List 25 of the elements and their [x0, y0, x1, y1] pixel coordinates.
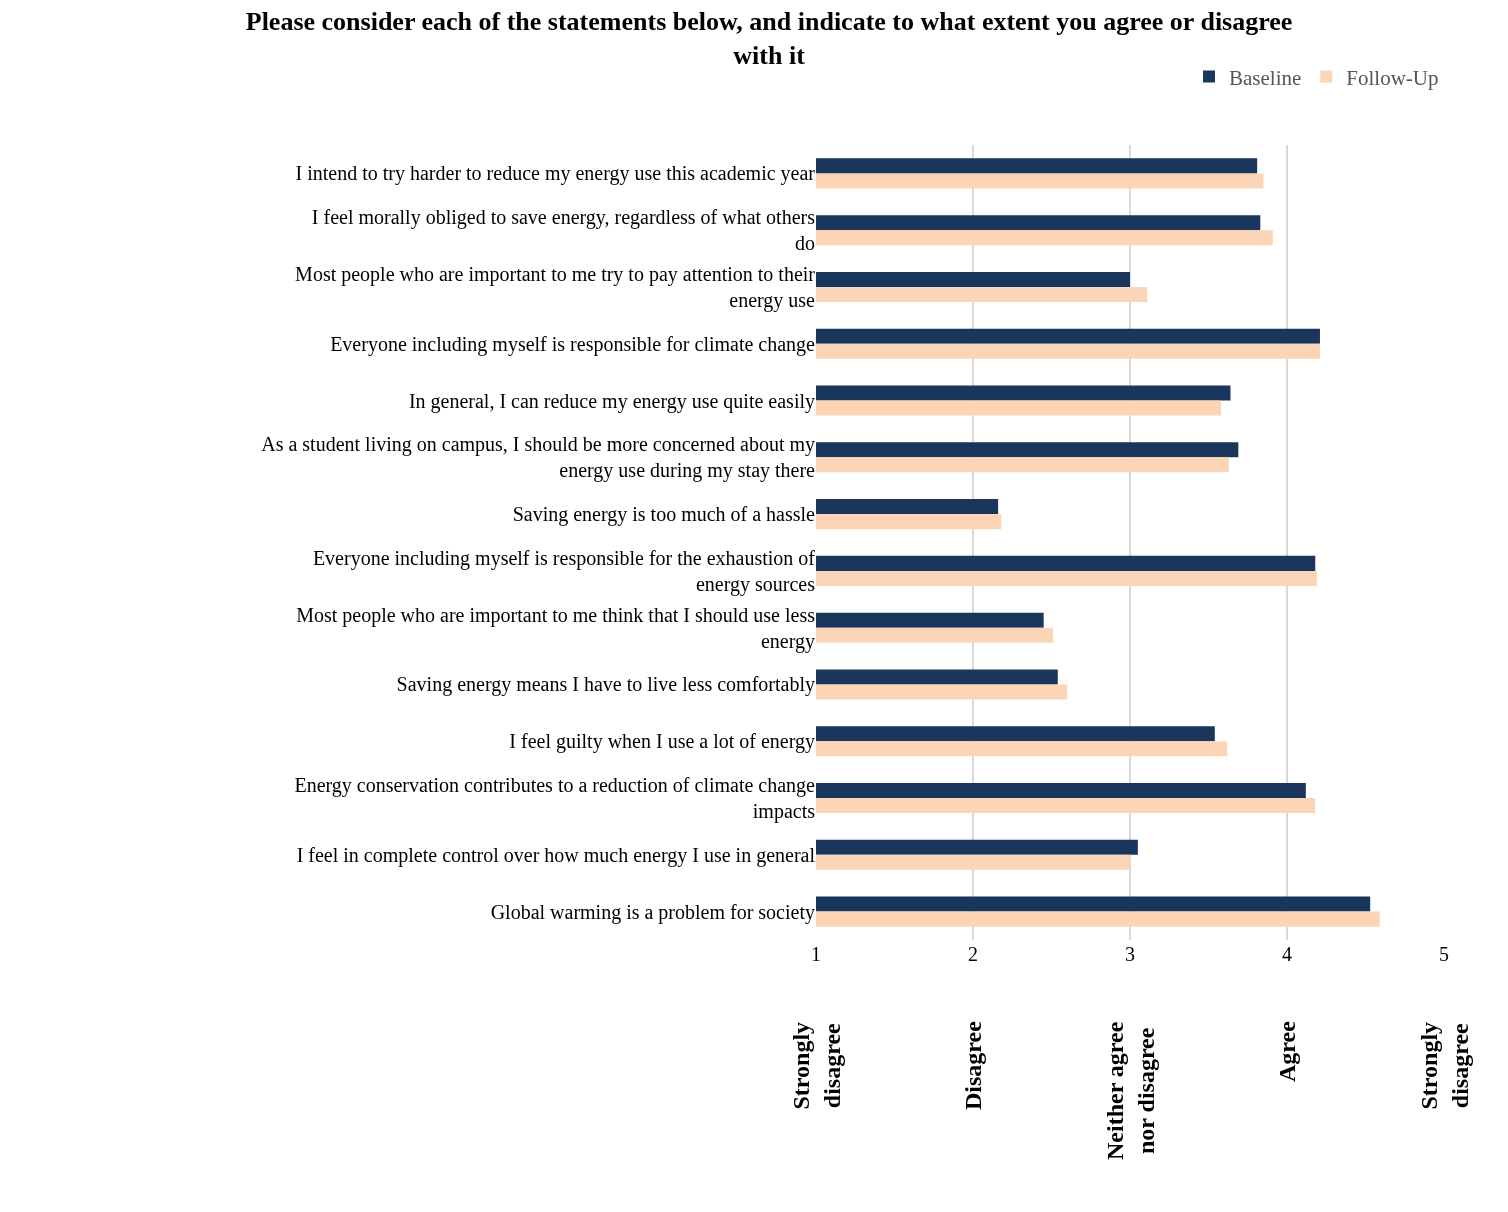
x-tick-label: 4 — [1282, 943, 1292, 965]
x-tick-label: 2 — [968, 943, 978, 965]
text: Neither agree nor disagree — [1102, 1021, 1160, 1160]
y-tick-label: Everyone including myself is responsible for the exhaustion of energy sources — [312, 546, 816, 596]
y-tick-label: In general, I can reduce my energy use quite easily — [408, 389, 815, 413]
text: Disagree — [960, 1020, 986, 1110]
y-tick-label: As a student living on campus, I should be more concerned about my energy use during my stay there — [261, 433, 816, 483]
y-tick-label: Everyone including myself is responsible for climate change — [330, 332, 816, 356]
legend-label: Follow-Up — [1346, 65, 1439, 90]
y-tick-label: Most people who are important to me think that I should use less energy — [296, 603, 816, 653]
text: Strongly disagree — [787, 1021, 845, 1110]
y-tick-label: I feel morally obliged to save energy, regardless of what others do — [311, 206, 816, 255]
y-tick-label: Most people who are important to me try to pay attention to their energy use — [295, 262, 816, 312]
y-tick-label: I feel guilty when I use a lot of energy — [509, 730, 815, 754]
text: Agree — [1274, 1020, 1300, 1082]
y-tick-label: Saving energy is too much of a hassle — [512, 503, 816, 527]
y-tick-label: Energy conservation contributes to a reduction of climate change impacts — [294, 774, 816, 824]
text: Strongly disagree — [1415, 1021, 1473, 1110]
x-tick-label: 1 — [811, 943, 821, 965]
x-tick-label: 3 — [1125, 943, 1135, 965]
x-tick-label: 5 — [1439, 943, 1449, 965]
y-tick-label: Global warming is a problem for society — [490, 900, 815, 924]
y-tick-label: I feel in complete control over how much energy I use in general — [296, 843, 816, 867]
y-tick-label: Saving energy means I have to live less comfortably — [396, 673, 815, 697]
y-tick-label: I intend to try harder to reduce my energy use this academic year — [295, 162, 816, 186]
